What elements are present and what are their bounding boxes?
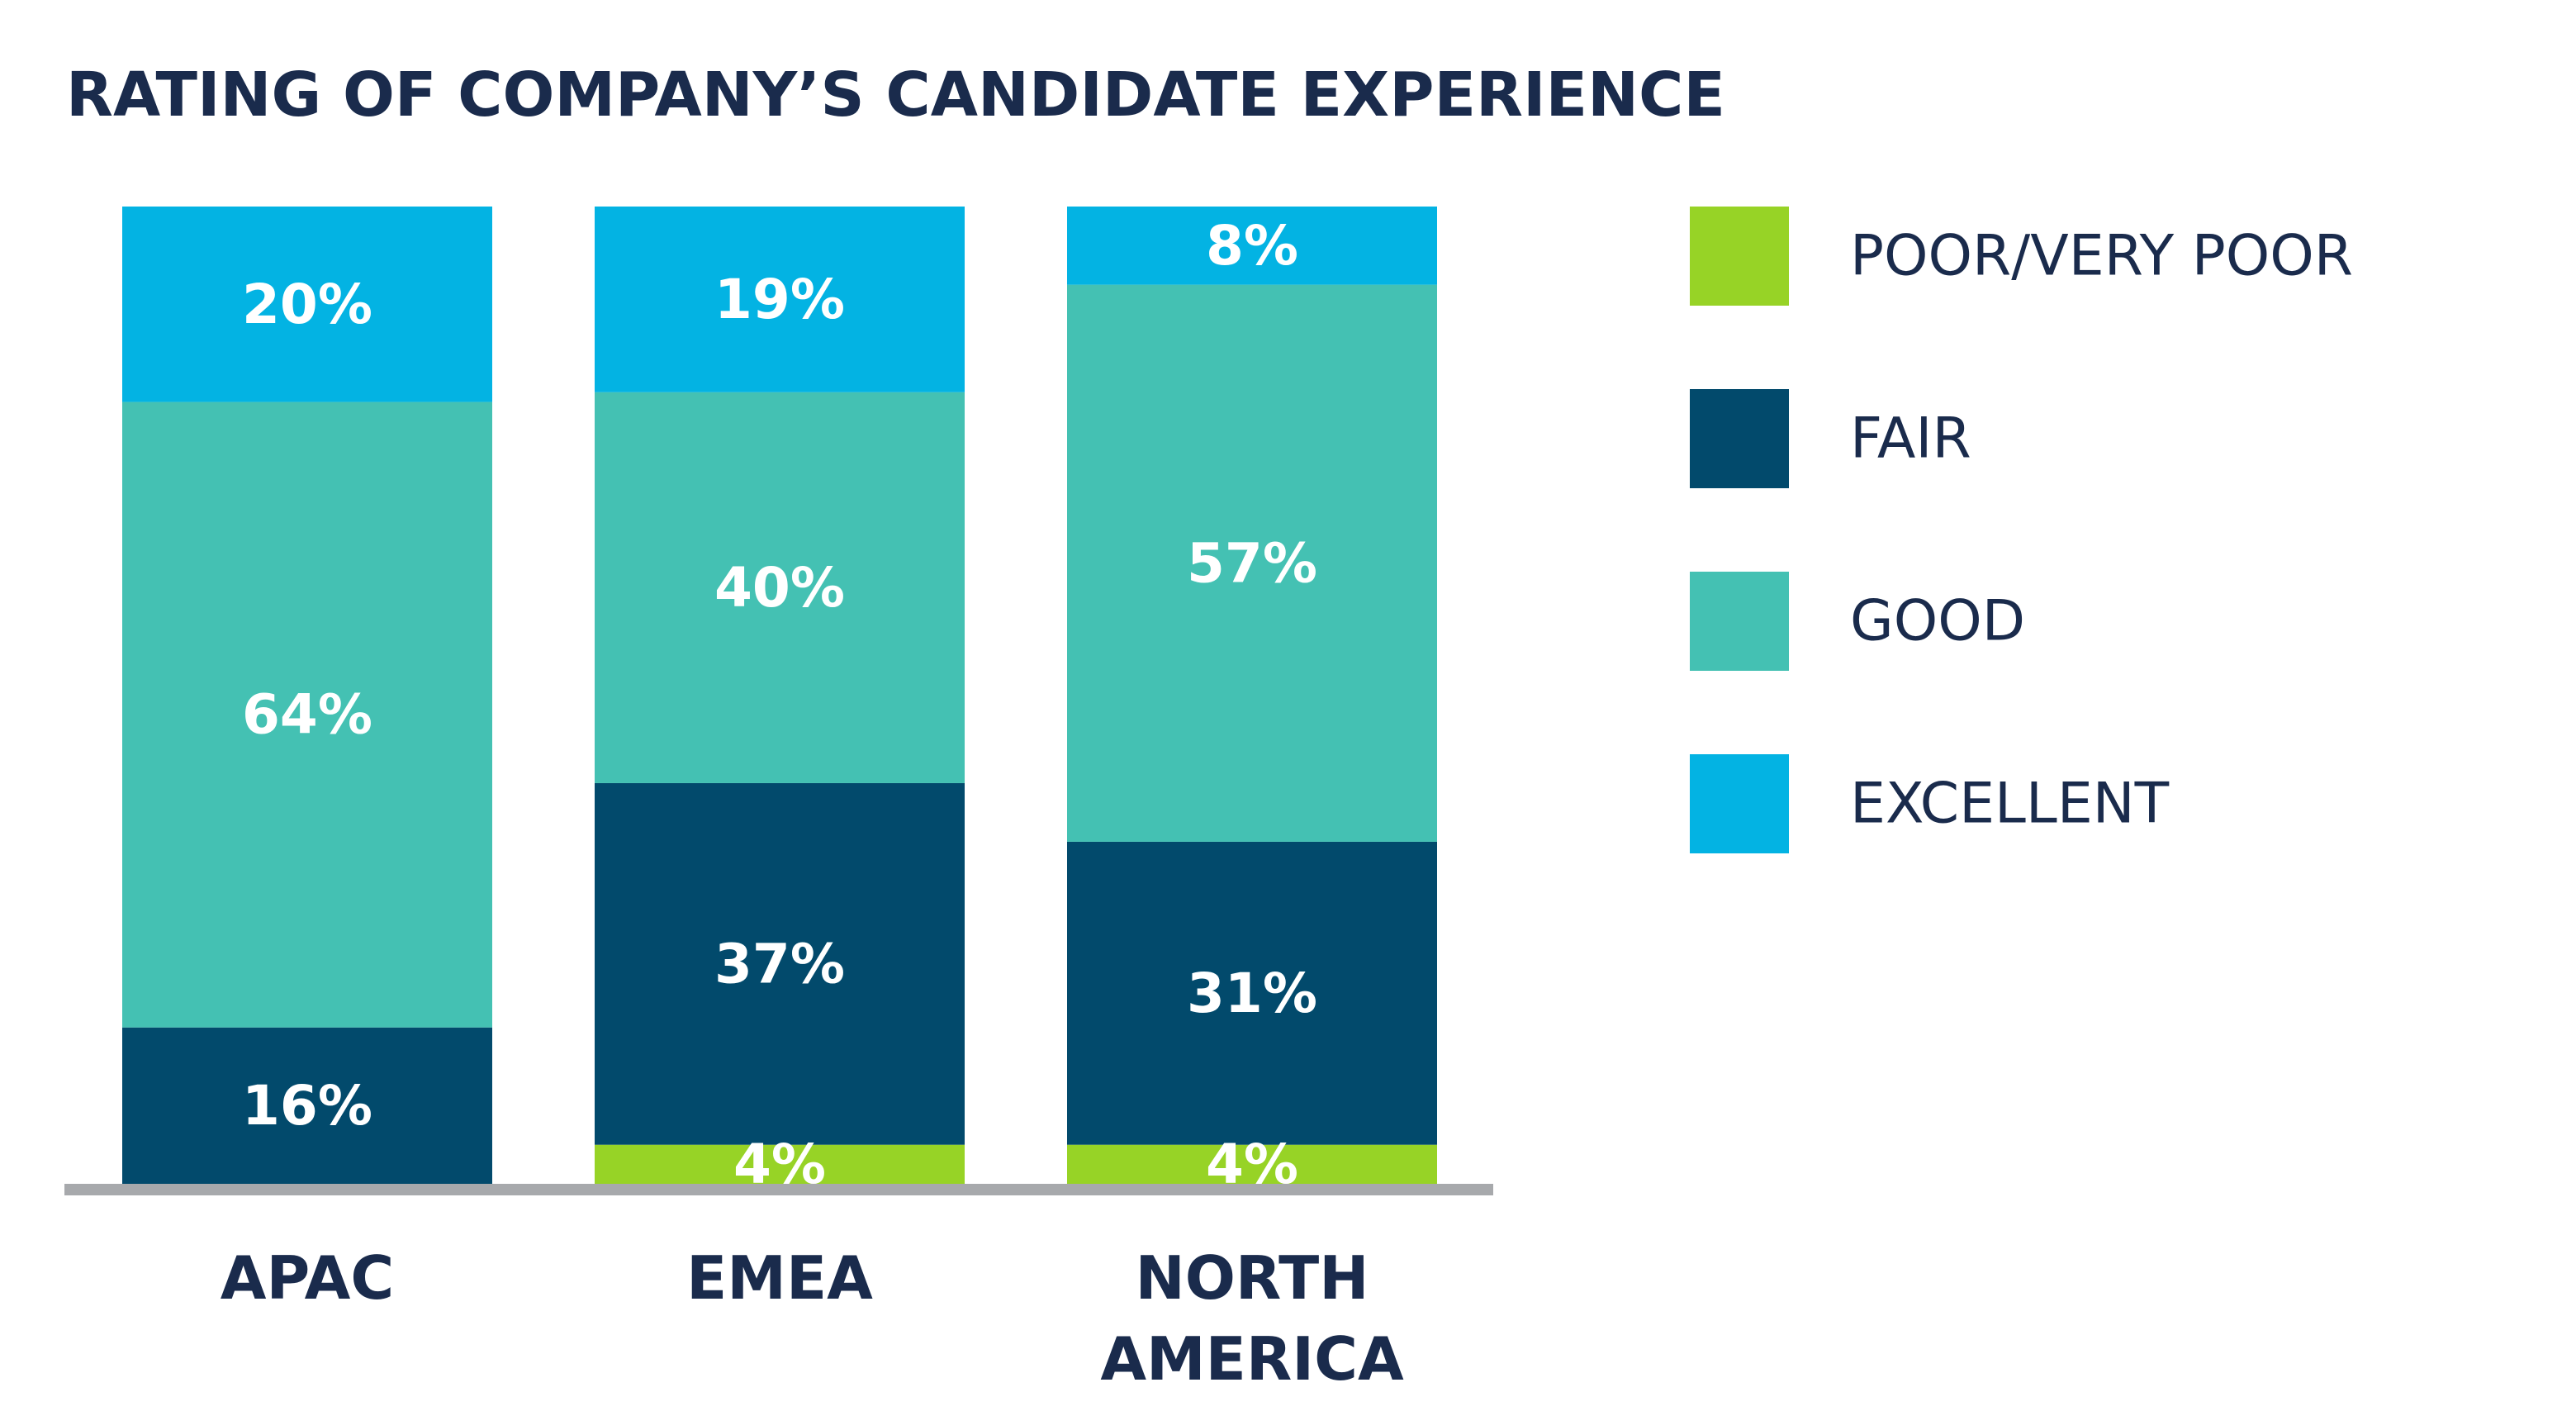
category-labels: APAC EMEA NORTH AMERICA	[221, 1243, 1404, 1394]
data-label: 19%	[714, 268, 845, 331]
bar-segment-poor-very-poor-1	[595, 1144, 965, 1184]
data-label: 64%	[242, 683, 372, 747]
legend-swatch	[1690, 389, 1789, 488]
legend-swatch	[1690, 207, 1789, 306]
data-label: 37%	[714, 932, 845, 995]
bar-segment-good-1	[595, 392, 965, 783]
legend-label: GOOD	[1850, 589, 2025, 654]
bar-segment-poor-very-poor-2	[1067, 1144, 1437, 1184]
data-label: 57%	[1187, 531, 1317, 595]
data-label: 8%	[1206, 214, 1298, 278]
bar-segment-fair-2	[1067, 841, 1437, 1145]
chart-title: RATING OF COMPANY’S CANDIDATE EXPERIENCE	[66, 59, 1725, 131]
bar-segment-excellent-2	[1067, 207, 1437, 285]
bar-segment-excellent-0	[122, 207, 492, 402]
category-label: APAC	[221, 1243, 394, 1313]
category-label: EMEA	[686, 1243, 873, 1313]
legend-label: POOR/VERY POOR	[1850, 224, 2353, 289]
bar-segment-fair-0	[122, 1027, 492, 1184]
data-label: 20%	[242, 273, 372, 336]
bar-segment-good-2	[1067, 284, 1437, 842]
legend-swatch	[1690, 572, 1789, 671]
legend-swatch	[1690, 754, 1789, 853]
bar-segment-fair-1	[595, 782, 965, 1145]
legend: POOR/VERY POOR FAIR GOOD EXCELLENT	[1690, 207, 2353, 853]
x-axis-baseline	[64, 1184, 1493, 1195]
bar-segment-excellent-1	[595, 207, 965, 392]
data-label: 31%	[1187, 962, 1317, 1025]
data-label: 40%	[714, 556, 845, 620]
legend-label: FAIR	[1850, 406, 1971, 472]
legend-label: EXCELLENT	[1850, 772, 2170, 837]
data-label: 16%	[242, 1074, 372, 1138]
bar-segment-good-0	[122, 401, 492, 1028]
bars	[122, 207, 1437, 1184]
category-label: NORTH	[1135, 1243, 1369, 1313]
category-label: AMERICA	[1100, 1324, 1404, 1394]
